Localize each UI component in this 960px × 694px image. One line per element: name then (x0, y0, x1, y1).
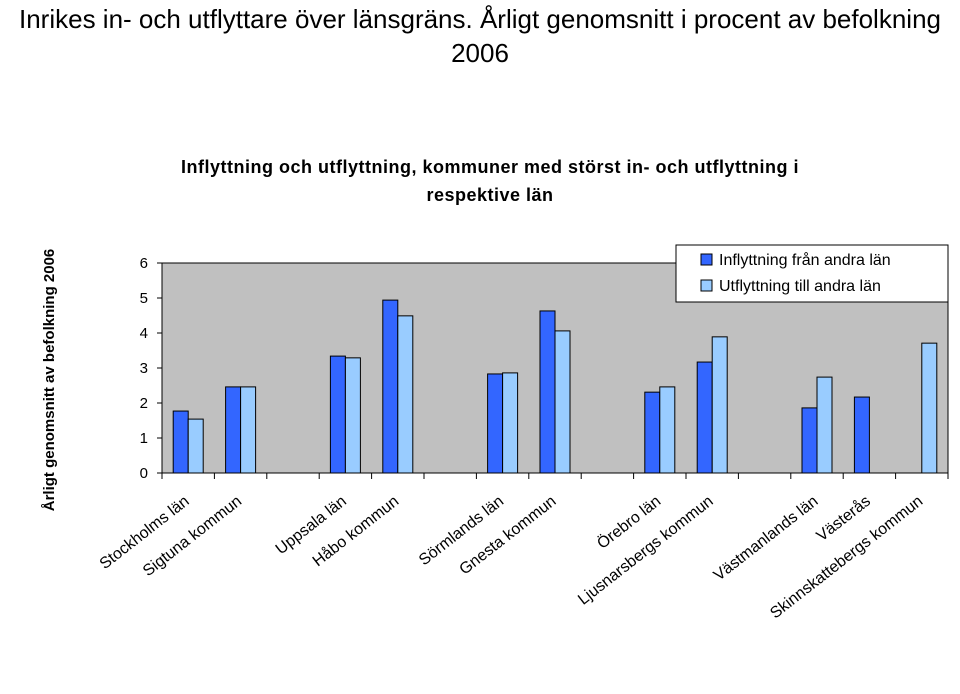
legend-swatch (700, 279, 713, 292)
y-tick-label: 6 (140, 255, 148, 272)
x-tick-label: Stockholms län (97, 493, 193, 573)
bar (921, 342, 938, 474)
y-axis-label: Årligt genomsnitt av befolkning 2006 (41, 249, 58, 512)
bar (539, 310, 556, 474)
x-tick-label: Skinnskattebergs kommun (767, 493, 926, 622)
bar (344, 357, 361, 474)
y-tick-label: 1 (140, 430, 148, 447)
y-tick-label: 4 (140, 325, 148, 342)
bar (801, 407, 818, 474)
bar (172, 410, 189, 474)
legend-swatch (700, 253, 713, 266)
x-tick-label: Uppsala län (273, 493, 350, 558)
x-tick-label: Ljusnarsbergs kommun (575, 493, 717, 609)
x-tick-label: Sigtuna kommun (140, 493, 245, 580)
bar (554, 330, 571, 474)
bar (329, 355, 346, 474)
y-tick-label: 2 (140, 395, 148, 412)
bar (240, 386, 257, 474)
chart-title: Inflyttning och utflyttning, kommuner me… (181, 157, 799, 205)
y-tick-label: 3 (140, 360, 148, 377)
bar (816, 376, 833, 474)
page-title: Inrikes in- och utflyttare över länsgrän… (18, 4, 941, 68)
x-tick-label: Västerås (813, 492, 874, 545)
plot-area (161, 262, 949, 474)
x-tick-label: Gnesta kommun (456, 493, 559, 579)
x-tick-label: Örebro län (594, 492, 665, 553)
bar (187, 418, 204, 474)
bar (853, 396, 870, 474)
y-tick-label: 5 (140, 290, 148, 307)
bar (225, 386, 242, 474)
bar (502, 372, 519, 474)
bar (644, 391, 661, 474)
y-tick-label: 0 (140, 465, 148, 482)
bar (696, 361, 713, 474)
bar (397, 315, 414, 474)
legend-label: Inflyttning från andra län (719, 251, 891, 269)
bar (487, 373, 504, 474)
legend-label: Utflyttning till andra län (719, 278, 881, 295)
x-tick-label: Västmanlands län (711, 493, 822, 585)
legend-box (675, 244, 949, 303)
x-tick-label: Håbo kommun (309, 492, 402, 570)
bar (659, 386, 676, 474)
bar (711, 336, 728, 474)
x-tick-label: Sörmlands län (416, 493, 507, 569)
bar (382, 299, 399, 474)
